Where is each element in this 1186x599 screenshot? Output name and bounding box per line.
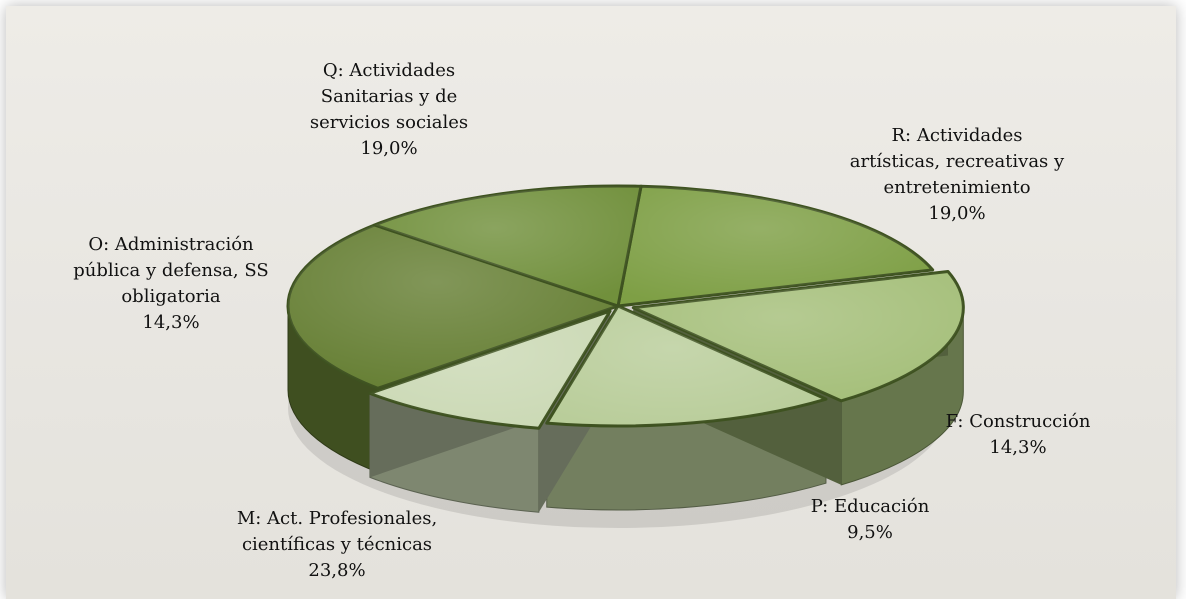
pie-slice-shine-4 — [287, 224, 618, 389]
slice-name-m: M: Act. Profesionales, científicas y téc… — [236, 508, 438, 555]
pie-slice-shine-1 — [633, 271, 964, 401]
pie-slice-shine-0 — [618, 186, 933, 306]
pie-slice-shine-2 — [546, 306, 826, 426]
slice-value-q: 19,0% — [360, 138, 418, 159]
slice-name-o: O: Administración pública y defensa, SS … — [73, 234, 269, 307]
chart-card: Q: Actividades Sanitarias y de servicios… — [6, 6, 1176, 599]
slice-label-p: P: Educación 9,5% — [730, 494, 1010, 546]
slice-name-q: Q: Actividades Sanitarias y de servicios… — [309, 60, 469, 133]
pie-chart — [286, 184, 965, 528]
slice-label-q: Q: Actividades Sanitarias y de servicios… — [249, 58, 529, 162]
slice-value-o: 14,3% — [142, 312, 200, 333]
slice-label-m: M: Act. Profesionales, científicas y téc… — [197, 506, 477, 584]
pie-slice-shine-5 — [374, 185, 642, 306]
slice-label-f: F: Construcción 14,3% — [878, 409, 1158, 461]
pie-slice-shine-3 — [369, 311, 611, 429]
slice-label-r: R: Actividades artísticas, recreativas y… — [817, 123, 1097, 227]
slice-name-r: R: Actividades artísticas, recreativas y… — [849, 125, 1065, 198]
slice-name-f: F: Construcción — [945, 411, 1091, 432]
slice-value-f: 14,3% — [989, 437, 1047, 458]
slice-label-o: O: Administración pública y defensa, SS … — [31, 232, 311, 336]
slice-value-p: 9,5% — [847, 522, 893, 543]
slice-value-m: 23,8% — [308, 560, 366, 581]
slice-name-p: P: Educación — [810, 496, 930, 517]
slice-value-r: 19,0% — [928, 203, 986, 224]
